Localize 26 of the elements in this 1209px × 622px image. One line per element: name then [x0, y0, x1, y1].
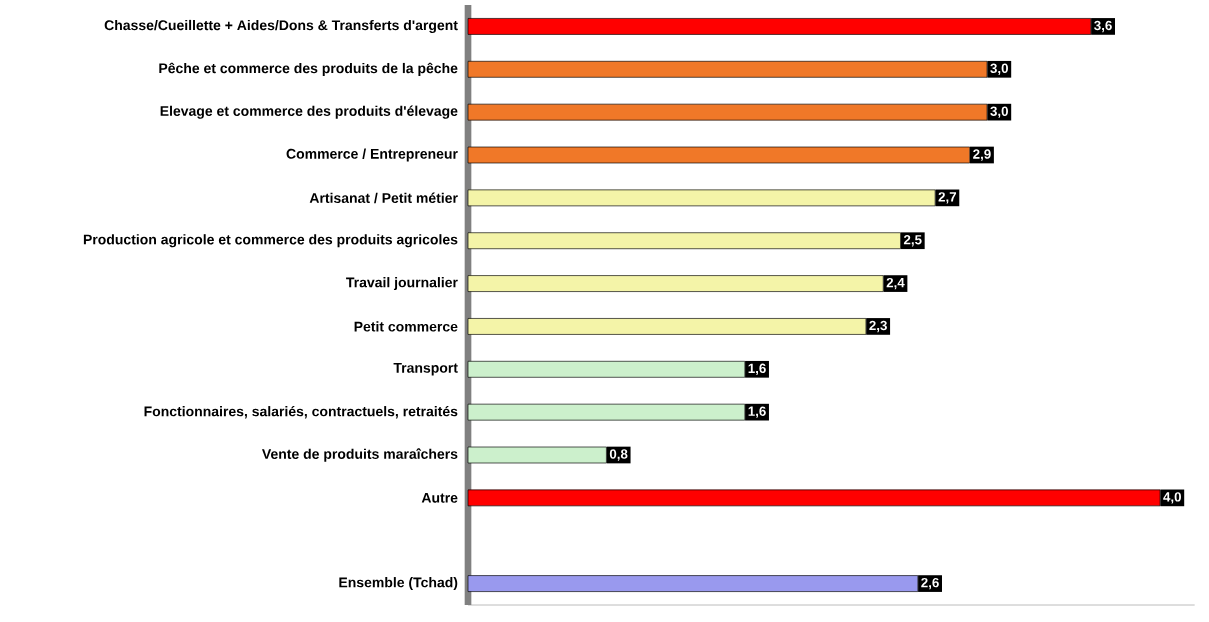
- data-label: 1,6: [748, 406, 766, 418]
- y-tick-label: Petit commerce: [354, 321, 458, 332]
- y-tick-label: Travail journalier: [346, 277, 458, 291]
- y-tick-label: Ensemble (Tchad): [339, 577, 458, 591]
- y-tick-label: Vente de produits maraîchers: [261, 448, 458, 462]
- data-label: 2,7: [938, 192, 957, 204]
- data-label: 3,0: [990, 106, 1008, 118]
- data-label: 2,5: [903, 235, 922, 247]
- y-tick-label: Production agricole et commerce des produits agricoles: [83, 234, 458, 248]
- data-label: 3,0: [990, 63, 1008, 75]
- data-label: 0,8: [609, 449, 628, 461]
- y-tick-label: Fonctionnaires, salariés, contractuels, retraités: [144, 405, 458, 419]
- data-label: 3,6: [1094, 20, 1112, 33]
- y-tick-label: Pêche et commerce des produits de la pêche: [159, 62, 458, 76]
- y-tick-label: Chasse/Cueillette + Aides/Dons & Transferts d'argent: [104, 19, 458, 33]
- y-tick-label: Autre: [421, 492, 458, 503]
- data-label: 2,4: [886, 277, 905, 290]
- y-tick-label: Commerce / Entrepreneur: [286, 148, 458, 162]
- data-label: 1,6: [748, 363, 766, 375]
- y-tick-label: Artisanat / Petit métier: [309, 192, 458, 204]
- data-label: 4,0: [1163, 492, 1181, 504]
- y-tick-label: Elevage et commerce des produits d'élevage: [160, 105, 458, 119]
- data-label: 2,9: [973, 149, 991, 161]
- data-label: 2,6: [921, 577, 939, 590]
- y-tick-label: Transport: [393, 363, 458, 376]
- data-label: 2,3: [869, 320, 887, 333]
